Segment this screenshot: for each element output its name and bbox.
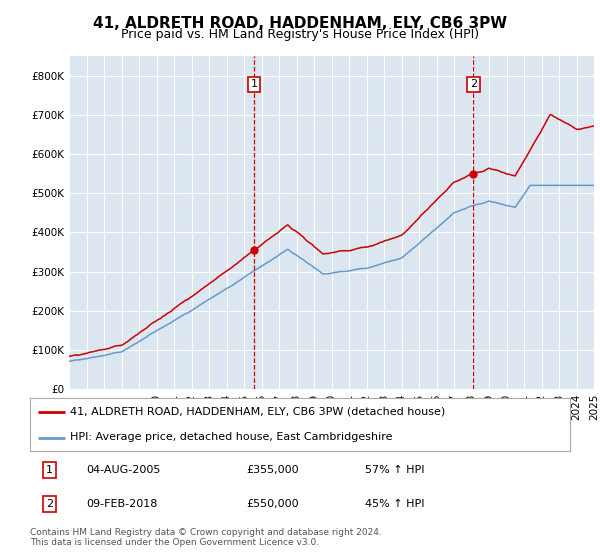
- Text: Price paid vs. HM Land Registry's House Price Index (HPI): Price paid vs. HM Land Registry's House …: [121, 28, 479, 41]
- Text: 57% ↑ HPI: 57% ↑ HPI: [365, 465, 424, 475]
- Text: 2: 2: [470, 80, 477, 90]
- Text: 2: 2: [46, 498, 53, 508]
- Text: 09-FEB-2018: 09-FEB-2018: [86, 498, 158, 508]
- Text: Contains HM Land Registry data © Crown copyright and database right 2024.
This d: Contains HM Land Registry data © Crown c…: [30, 528, 382, 547]
- Text: 45% ↑ HPI: 45% ↑ HPI: [365, 498, 424, 508]
- Text: 1: 1: [46, 465, 53, 475]
- Text: £550,000: £550,000: [246, 498, 299, 508]
- Text: 1: 1: [251, 80, 257, 90]
- Text: 04-AUG-2005: 04-AUG-2005: [86, 465, 161, 475]
- Text: £355,000: £355,000: [246, 465, 299, 475]
- Text: 41, ALDRETH ROAD, HADDENHAM, ELY, CB6 3PW: 41, ALDRETH ROAD, HADDENHAM, ELY, CB6 3P…: [93, 16, 507, 31]
- Text: HPI: Average price, detached house, East Cambridgeshire: HPI: Average price, detached house, East…: [71, 432, 393, 442]
- Text: 41, ALDRETH ROAD, HADDENHAM, ELY, CB6 3PW (detached house): 41, ALDRETH ROAD, HADDENHAM, ELY, CB6 3P…: [71, 407, 446, 417]
